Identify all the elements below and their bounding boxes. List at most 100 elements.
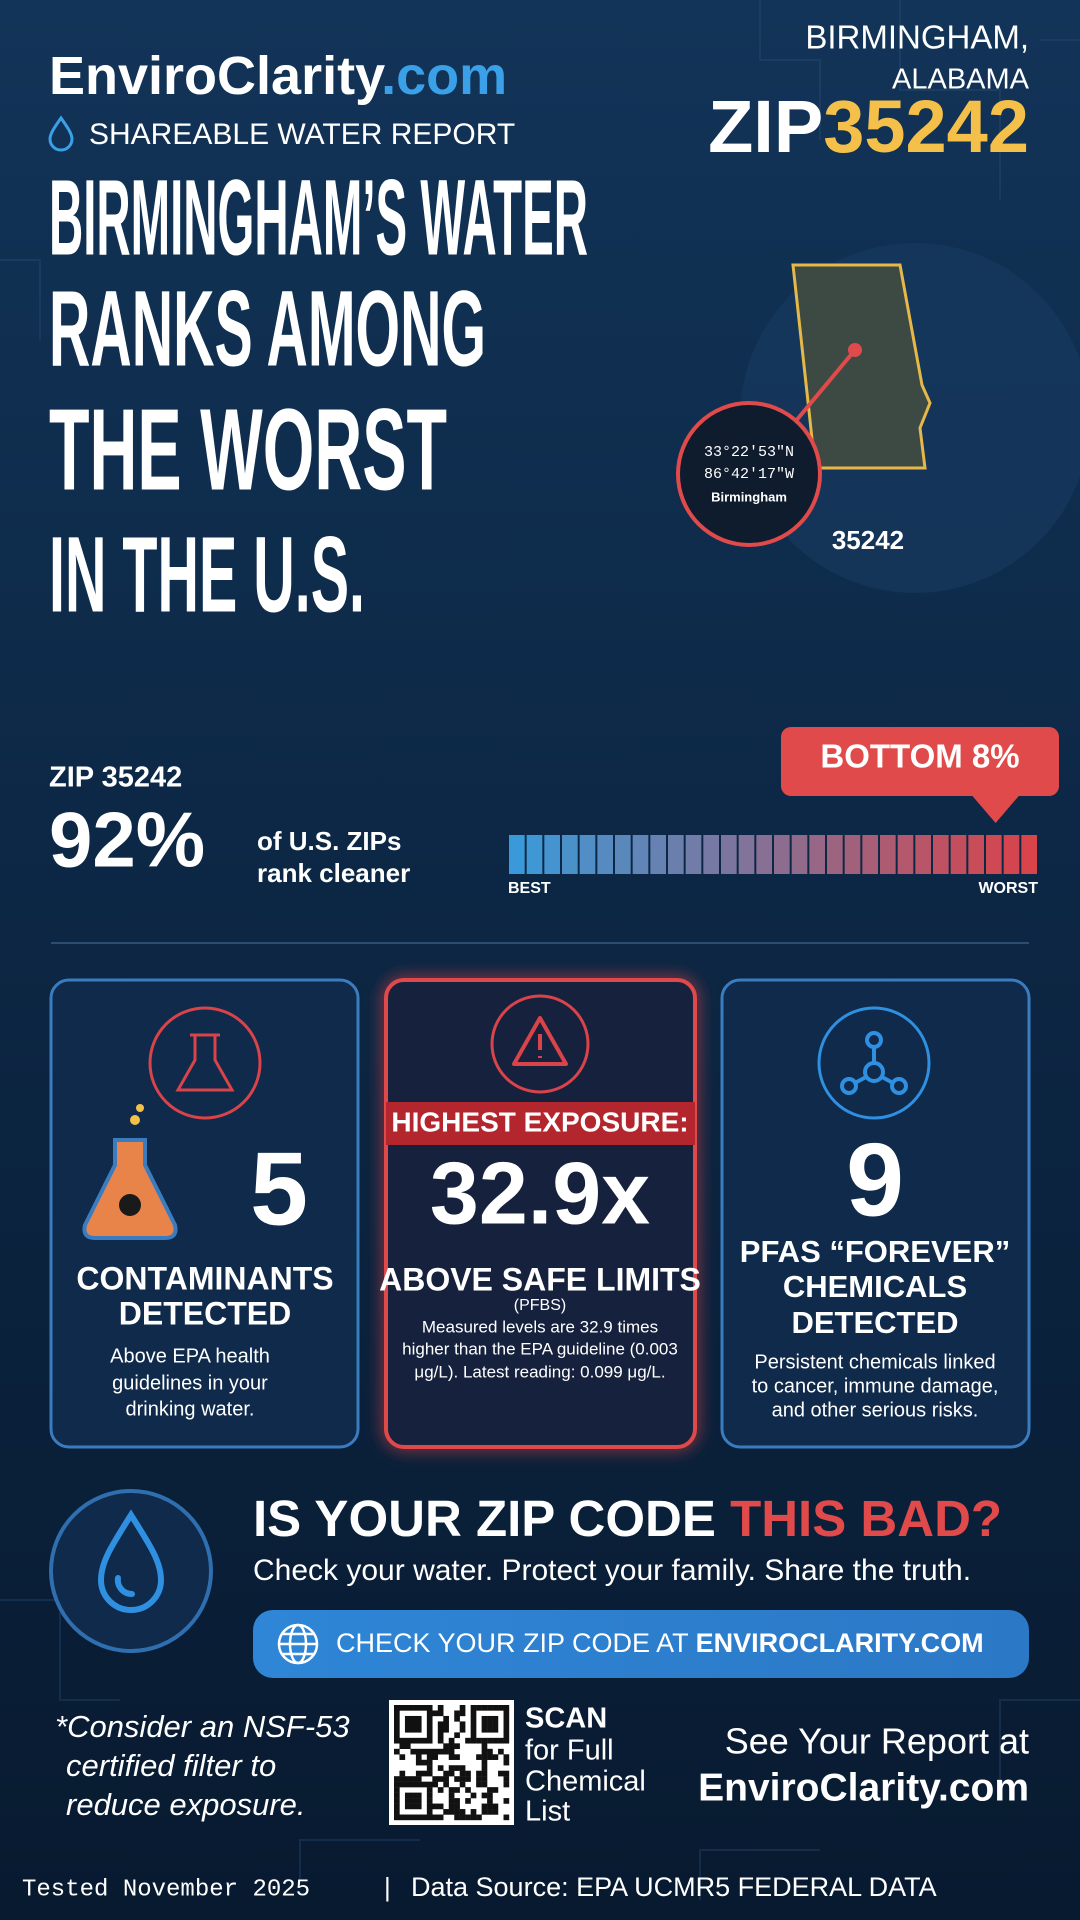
qr-cell [465,1814,471,1821]
qr-cell [432,1803,439,1810]
qr-cell [459,1710,466,1717]
qr-cell [394,1798,400,1804]
ranking-description: of U.S. ZIPs [257,826,401,856]
bar-segment [1021,835,1037,874]
qr-cell [432,1710,439,1717]
qr-cell [503,1732,510,1739]
flask-icon [175,1033,235,1092]
molecule-icon [817,1006,931,1120]
cta-button[interactable] [253,1610,1029,1678]
cta-button-text[interactable]: CHECK YOUR ZIP CODE AT ENVIROCLARITY.COM [336,1628,984,1658]
qr-cell [470,1814,477,1821]
qr-cell [426,1787,433,1793]
zip-prefix: ZIP [708,85,823,168]
qr-cell [487,1798,493,1804]
card-title: CHEMICALS [783,1269,967,1304]
qr-cell [487,1809,493,1815]
qr-cell [492,1809,499,1815]
state: ALABAMA [892,64,1030,96]
footer-note: *Consider an NSF-53 [55,1709,350,1744]
qr-cell [443,1748,449,1755]
footer-note: reduce exposure. [66,1787,306,1822]
qr-cell [448,1792,455,1799]
qr-cell [415,1705,422,1711]
card [384,978,697,1449]
latitude: 33°22′53″N [704,444,794,461]
qr-cell [404,1814,411,1821]
qr-cell [448,1798,455,1804]
bar-segment [721,835,737,874]
qr-cell [394,1732,400,1739]
qr-cell [421,1748,428,1755]
qr-cell [426,1715,433,1722]
qr-cell [481,1705,488,1711]
headline-line: RANKS AMONG [49,268,486,389]
qr-cell [394,1809,400,1815]
qr-cell [421,1814,428,1821]
qr-cell [437,1721,444,1728]
cta-button-site[interactable]: ENVIROCLARITY.COM [696,1628,984,1658]
badge-text: BOTTOM 8% [820,738,1019,775]
qr-cell [448,1803,455,1810]
qr-cell [399,1814,406,1821]
qr-cell [465,1776,471,1782]
qr-cell [465,1787,471,1793]
qr-cell [421,1781,428,1788]
qr-cell [415,1781,422,1788]
qr-cell [394,1726,400,1733]
card-description: guidelines in your [112,1372,268,1394]
brand-tld: .com [381,46,507,106]
qr-cell [498,1748,504,1755]
qr-cell [415,1798,422,1804]
headline-line: IN THE U.S. [49,514,365,635]
qr-cell [443,1781,449,1788]
qr-cell [476,1737,482,1744]
drop-badge [49,1489,213,1653]
qr-cell [503,1776,510,1782]
qr-cell [503,1726,510,1733]
bar-segment [597,835,613,874]
qr-cell [459,1765,466,1771]
bubble [130,1115,140,1125]
qr-cell [432,1814,439,1821]
bar-segment [968,835,984,874]
qr-cell [426,1748,433,1755]
qr-cell [426,1814,433,1821]
qr-cell [410,1737,417,1744]
qr-cell [470,1737,477,1744]
qr-cell [410,1705,417,1711]
qr-cell [404,1737,411,1744]
cta-button-main[interactable]: CHECK YOUR ZIP CODE AT [336,1628,696,1658]
qr-cell [459,1770,466,1777]
qr-cell [399,1776,406,1782]
bar-segment [544,835,560,874]
qr-cell [454,1765,460,1771]
bar-segment [933,835,949,874]
qr-cell [503,1814,510,1821]
molecule-icon [840,1031,908,1095]
qr-cell [481,1781,488,1788]
qr-cell [404,1726,411,1733]
card-banner-text: HIGHEST EXPOSURE: [391,1106,688,1137]
bar-segment [809,835,825,874]
qr-cell [481,1770,488,1777]
qr-cell [432,1748,439,1755]
qr-cell [432,1781,439,1788]
qr-cell [487,1726,493,1733]
qr-cell [481,1715,488,1722]
drop-icon [48,115,74,152]
qr-cell [437,1787,444,1793]
qr-cell [498,1705,504,1711]
card-description: μg/L). Latest reading: 0.099 μg/L. [414,1362,665,1381]
qr-cell [503,1710,510,1717]
bar-segment [862,835,878,874]
data-source: Data Source: EPA UCMR5 FEDERAL DATA [411,1872,937,1902]
qr-cell [454,1715,460,1722]
qr-cell [448,1770,455,1777]
qr-cell [437,1776,444,1782]
qr-cell [437,1732,444,1739]
qr-cell [481,1748,488,1755]
report-link[interactable]: EnviroClarity.com [698,1766,1029,1809]
qr-cell [454,1798,460,1804]
